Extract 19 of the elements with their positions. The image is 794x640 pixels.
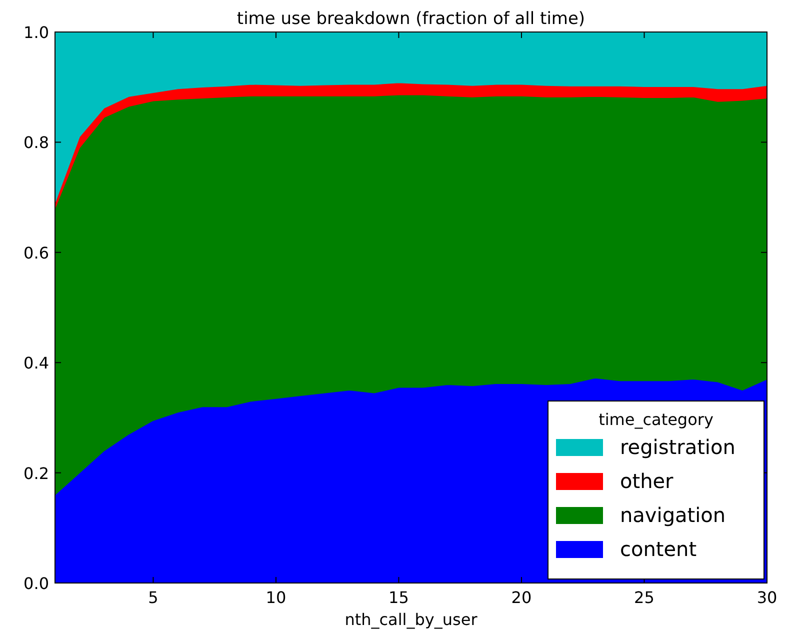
y-tick-label: 0.2 [24,464,49,483]
x-tick-label: 20 [511,588,532,607]
legend-label: registration [620,435,736,459]
x-tick-label: 5 [148,588,158,607]
x-tick-label: 15 [388,588,409,607]
legend-label: other [620,469,674,493]
x-tick-label: 30 [756,588,778,607]
x-axis-title: nth_call_by_user [344,610,478,629]
y-tick-label: 0.8 [24,133,49,152]
y-tick-label: 0.6 [24,243,49,262]
x-tick-label: 25 [634,588,654,607]
y-tick-label: 0.4 [24,354,49,373]
legend-title: time_category [598,410,714,429]
chart-title: time use breakdown (fraction of all time) [236,9,586,29]
legend-label: content [620,537,697,561]
legend-label: navigation [620,503,726,527]
y-tick-label: 1.0 [24,23,49,42]
y-tick-label: 0.0 [24,574,49,593]
x-tick-label: 10 [266,588,286,607]
